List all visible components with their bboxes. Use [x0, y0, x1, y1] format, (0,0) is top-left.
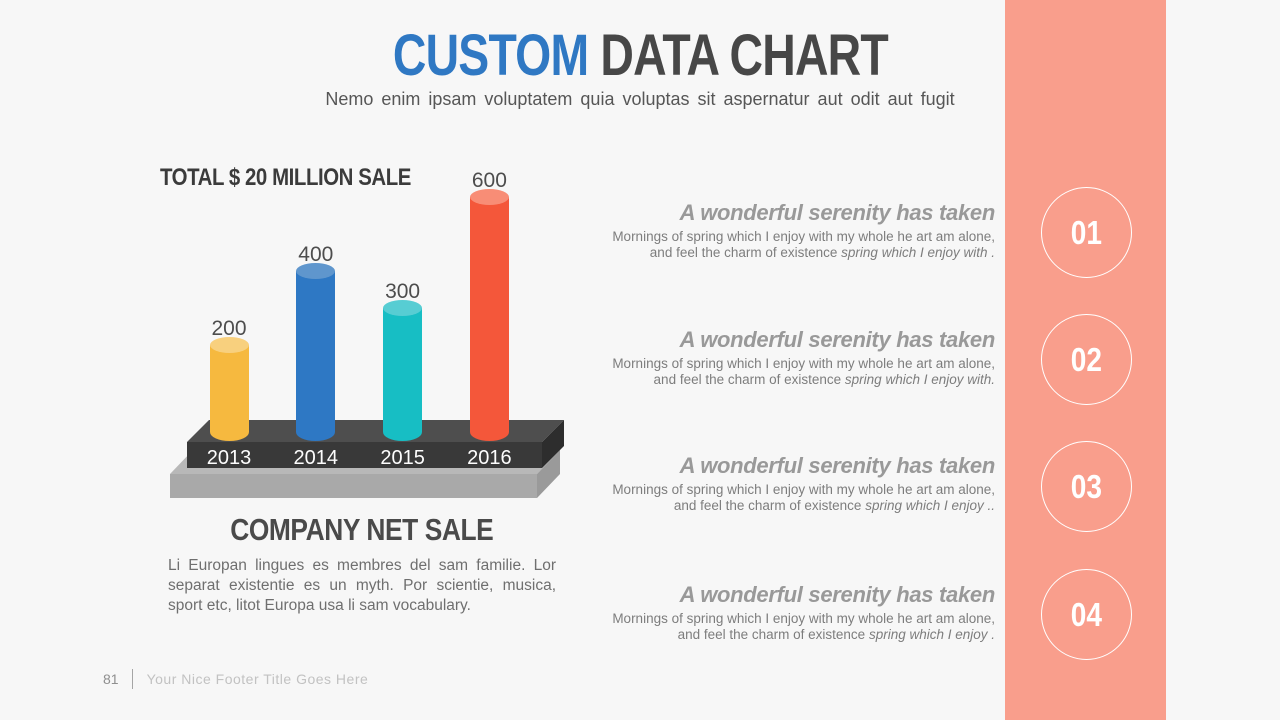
feature-body-line2: and feel the charm of existence	[673, 498, 866, 514]
feature-block-3: A wonderful serenity has taken Mornings …	[595, 453, 995, 515]
number-badge-label: 04	[1070, 595, 1103, 633]
feature-body: Mornings of spring which I enjoy with my…	[595, 482, 995, 515]
feature-body-line2: and feel the charm of existence	[649, 245, 842, 261]
bar-cylinder-cap	[209, 337, 249, 353]
feature-body: Mornings of spring which I enjoy with my…	[595, 229, 995, 262]
page-title: CUSTOM DATA CHART	[392, 23, 888, 88]
feature-heading: A wonderful serenity has taken	[679, 453, 996, 478]
footer-page-number: 81	[103, 671, 119, 687]
bar-value-label: 200	[211, 317, 247, 340]
page-title-primary: CUSTOM	[392, 23, 600, 88]
feature-body: Mornings of spring which I enjoy with my…	[595, 611, 995, 644]
feature-body: Mornings of spring which I enjoy with my…	[595, 356, 995, 389]
number-badge-label: 01	[1070, 213, 1103, 251]
caption-title: COMPANY NET SALE	[230, 512, 494, 547]
bar-category-label: 2015	[380, 447, 425, 469]
number-badge-04: 04	[1041, 569, 1132, 660]
bar-cylinder-2014	[296, 263, 336, 441]
bar-value-label: 600	[471, 169, 507, 192]
feature-block-1: A wonderful serenity has taken Mornings …	[595, 200, 995, 262]
number-badge-label: 03	[1070, 467, 1103, 505]
bar-category-label: 2016	[467, 447, 512, 469]
platform-slab-front	[187, 442, 542, 468]
feature-body-line2-italic: spring which I enjoy with.	[844, 372, 995, 388]
caption-body: Li Europan lingues es membres del sam fa…	[168, 557, 556, 615]
feature-body-line1: Mornings of spring which I enjoy with my…	[612, 229, 995, 244]
feature-body-line1: Mornings of spring which I enjoy with my…	[612, 611, 995, 626]
bar-cylinder-2015	[383, 300, 423, 441]
feature-body-line2-italic: spring which I enjoy .	[868, 627, 995, 643]
header: CUSTOM DATA CHART Nemo enim ipsam volupt…	[0, 23, 1280, 110]
feature-heading: A wonderful serenity has taken	[679, 327, 996, 352]
feature-body-line2: and feel the charm of existence	[677, 627, 869, 643]
bar-cylinder-cap	[383, 300, 423, 316]
feature-body-line1: Mornings of spring which I enjoy with my…	[612, 482, 995, 497]
bar-category-label: 2014	[293, 447, 339, 469]
bar-cylinder-2013	[209, 337, 249, 441]
number-badge-02: 02	[1041, 314, 1132, 405]
page-subtitle: Nemo enim ipsam voluptatem quia voluptas…	[325, 88, 955, 109]
number-badge-03: 03	[1041, 441, 1132, 532]
feature-body-line2-italic: spring which I enjoy with .	[841, 245, 995, 261]
chart-caption: COMPANY NET SALE Li Europan lingues es m…	[168, 512, 556, 616]
feature-body-line2-italic: spring which I enjoy ..	[865, 498, 995, 514]
platform-base-front	[170, 474, 537, 498]
bar-value-label: 300	[385, 280, 421, 303]
chart-title: TOTAL $ 20 MILLION SALE	[160, 164, 411, 191]
feature-heading: A wonderful serenity has taken	[679, 582, 996, 607]
bar-cylinder-cap	[296, 263, 336, 279]
footer-title: Your Nice Footer Title Goes Here	[146, 671, 369, 687]
footer: 81 Your Nice Footer Title Goes Here	[103, 668, 368, 690]
number-badge-label: 02	[1070, 340, 1103, 378]
bar-cylinder-cap	[469, 189, 509, 205]
feature-body-line2: and feel the charm of existence	[653, 372, 845, 388]
bar-value-label: 400	[298, 243, 334, 266]
number-badge-01: 01	[1041, 187, 1132, 278]
feature-block-2: A wonderful serenity has taken Mornings …	[595, 327, 995, 389]
bar-category-label: 2013	[206, 447, 252, 469]
bar-cylinder-2016	[469, 189, 509, 441]
feature-heading: A wonderful serenity has taken	[679, 200, 996, 225]
feature-block-4: A wonderful serenity has taken Mornings …	[595, 582, 995, 644]
footer-divider	[131, 669, 133, 689]
feature-body-line1: Mornings of spring which I enjoy with my…	[612, 356, 995, 371]
page-title-secondary: DATA CHART	[599, 23, 888, 88]
platform-slab-top	[187, 420, 564, 442]
